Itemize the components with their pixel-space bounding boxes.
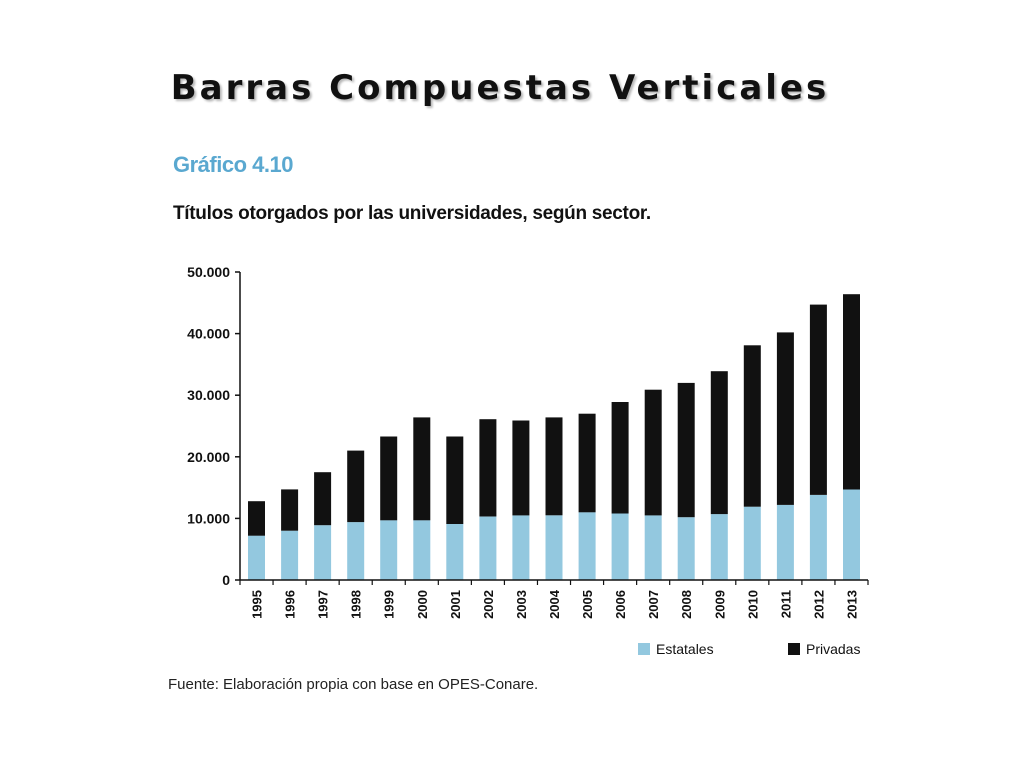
- bar-privadas-2004: [545, 417, 563, 516]
- y-tick-label-5: 50.000: [187, 264, 230, 280]
- y-tick-label-1: 10.000: [187, 510, 230, 526]
- bars-group: [248, 294, 860, 580]
- figure-title: Títulos otorgados por las universidades,…: [173, 203, 651, 224]
- x-tick-label-1999: 1999: [382, 590, 397, 619]
- x-tick-label-1995: 1995: [250, 590, 265, 619]
- bar-privadas-1997: [314, 472, 332, 526]
- x-tick-label-1998: 1998: [349, 590, 364, 619]
- bar-privadas-2009: [710, 371, 728, 515]
- bar-privadas-2012: [809, 304, 827, 495]
- x-tick-labels: 1995 1996 1997 1998 1999 2000 2001 2002 2003 2004…: [250, 589, 860, 619]
- bar-estatales-2005: [578, 512, 596, 580]
- x-tick-label-2003: 2003: [514, 590, 529, 619]
- bar-estatales-1999: [380, 520, 398, 580]
- bar-privadas-2003: [512, 420, 530, 516]
- x-tick-label-2010: 2010: [745, 590, 760, 619]
- x-tick-label-2009: 2009: [712, 590, 727, 619]
- bar-estatales-2001: [446, 523, 464, 580]
- bar-estatales-2004: [545, 515, 563, 580]
- bar-privadas-1995: [248, 501, 265, 536]
- bar-estatales-1998: [347, 522, 365, 580]
- bar-privadas-2000: [413, 417, 431, 521]
- x-tick-label-1996: 1996: [283, 590, 298, 619]
- x-tick-label-2008: 2008: [679, 590, 694, 619]
- y-tick-label-2: 20.000: [187, 449, 230, 465]
- x-tick-label-2002: 2002: [481, 590, 496, 619]
- x-tick-label-1997: 1997: [316, 590, 331, 619]
- x-tick-label-2007: 2007: [646, 590, 661, 619]
- bar-estatales-2010: [743, 506, 761, 580]
- axes-group: [235, 271, 869, 585]
- bar-estatales-2012: [809, 495, 827, 580]
- bar-privadas-2013: [843, 294, 860, 490]
- bar-estatales-2013: [843, 489, 860, 580]
- bar-estatales-2009: [710, 514, 728, 580]
- bar-estatales-1996: [281, 530, 299, 580]
- bar-privadas-1998: [347, 450, 365, 523]
- bar-privadas-2011: [776, 332, 794, 505]
- bar-privadas-2007: [644, 389, 662, 516]
- figure-label: Gráfico 4.10: [173, 152, 293, 177]
- bar-privadas-2001: [446, 436, 464, 524]
- x-tick-label-2013: 2013: [845, 590, 860, 619]
- legend-swatch-estatales: [638, 643, 650, 655]
- bar-estatales-2003: [512, 515, 530, 580]
- bar-privadas-2006: [611, 402, 629, 514]
- x-tick-label-2000: 2000: [415, 590, 430, 619]
- x-tick-label-2011: 2011: [778, 590, 793, 618]
- bar-privadas-2008: [677, 382, 695, 518]
- slide-title: Barras Compuestas Verticales: [170, 68, 830, 108]
- bar-estatales-2000: [413, 520, 431, 580]
- y-tick-label-0: 0: [222, 572, 230, 588]
- bar-estatales-2002: [479, 516, 497, 580]
- legend-label-privadas: Privadas: [806, 641, 860, 657]
- bar-estatales-2006: [611, 513, 629, 580]
- bar-estatales-2007: [644, 515, 662, 580]
- figure-source: Fuente: Elaboración propia con base en O…: [168, 676, 539, 693]
- bar-privadas-2010: [743, 345, 761, 507]
- bar-estatales-1995: [248, 535, 265, 580]
- bar-estatales-2008: [677, 517, 695, 580]
- bar-estatales-2011: [776, 504, 794, 580]
- bar-estatales-1997: [314, 525, 332, 580]
- x-tick-label-2006: 2006: [613, 590, 628, 619]
- legend: Estatales Privadas: [638, 641, 860, 657]
- x-tick-label-2012: 2012: [811, 590, 826, 619]
- y-tick-label-4: 40.000: [187, 326, 230, 342]
- y-tick-label-3: 30.000: [187, 387, 230, 403]
- x-tick-label-2005: 2005: [580, 590, 595, 619]
- bar-privadas-2005: [578, 413, 596, 513]
- bar-privadas-1999: [380, 436, 398, 521]
- y-tick-labels: 0 10.000 20.000 30.000 40.000 50.000: [187, 264, 230, 588]
- legend-swatch-privadas: [788, 643, 800, 655]
- x-tick-label-2004: 2004: [547, 589, 562, 619]
- bar-privadas-1996: [281, 489, 299, 531]
- bar-privadas-2002: [479, 419, 497, 517]
- x-tick-label-2001: 2001: [448, 590, 463, 619]
- legend-label-estatales: Estatales: [656, 641, 714, 657]
